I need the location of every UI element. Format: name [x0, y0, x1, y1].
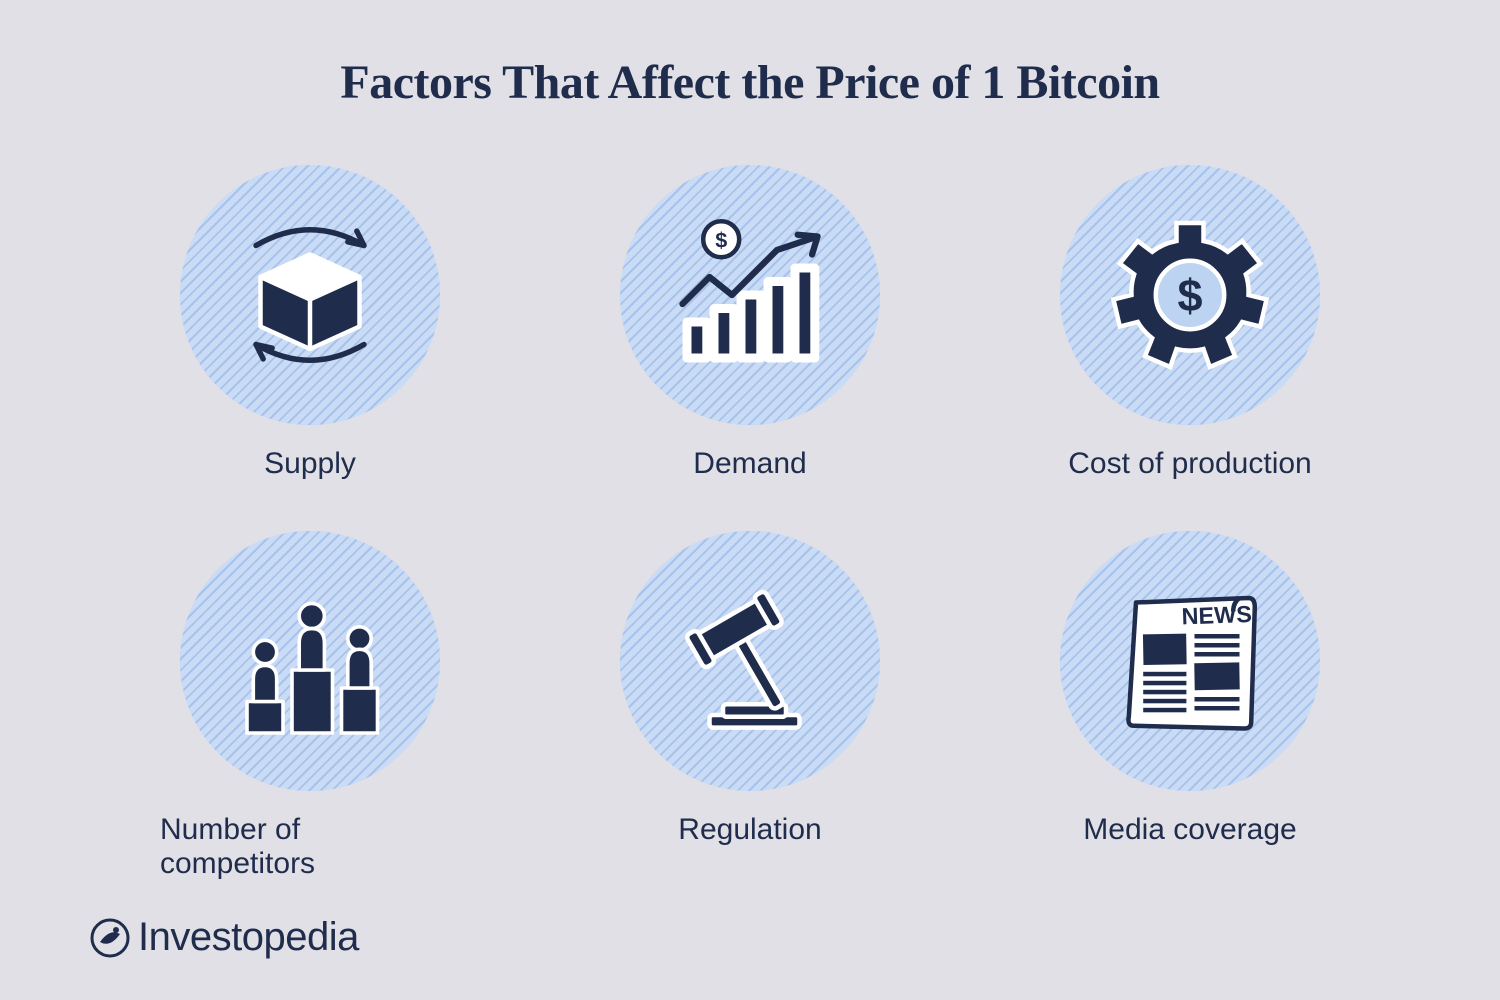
demand-icon: $ [660, 205, 840, 385]
factor-label: Regulation [678, 813, 821, 847]
brand-logo: Investopedia [90, 915, 359, 960]
factor-circle: $ [620, 165, 880, 425]
factor-label: Cost of production [1068, 447, 1311, 481]
factor-circle: NEWS [1060, 531, 1320, 791]
page-title: Factors That Affect the Price of 1 Bitco… [0, 0, 1500, 110]
regulation-icon [660, 571, 840, 751]
factor-label: Media coverage [1083, 813, 1296, 847]
factor-demand: $ Demand [620, 165, 880, 481]
svg-text:$: $ [1177, 270, 1202, 321]
investopedia-icon [90, 918, 130, 958]
brand-text: Investopedia [138, 915, 359, 960]
competitors-icon [220, 571, 400, 751]
factor-supply: Supply [180, 165, 440, 481]
factor-label: Number of competitors [160, 813, 460, 881]
factor-cost: $ Cost of production [1060, 165, 1320, 481]
factor-regulation: Regulation [620, 531, 880, 881]
factor-label: Demand [693, 447, 806, 481]
factor-circle: $ [1060, 165, 1320, 425]
factor-media: NEWS [1060, 531, 1320, 881]
factor-competitors: Number of competitors [160, 531, 460, 881]
svg-text:$: $ [715, 227, 727, 252]
cost-icon: $ [1100, 205, 1280, 385]
factor-circle [180, 531, 440, 791]
factors-grid: Supply [0, 110, 1500, 881]
factor-label: Supply [264, 447, 356, 481]
supply-icon [220, 205, 400, 385]
factor-circle [620, 531, 880, 791]
media-icon: NEWS [1100, 571, 1280, 751]
factor-circle [180, 165, 440, 425]
svg-text:NEWS: NEWS [1181, 601, 1252, 629]
